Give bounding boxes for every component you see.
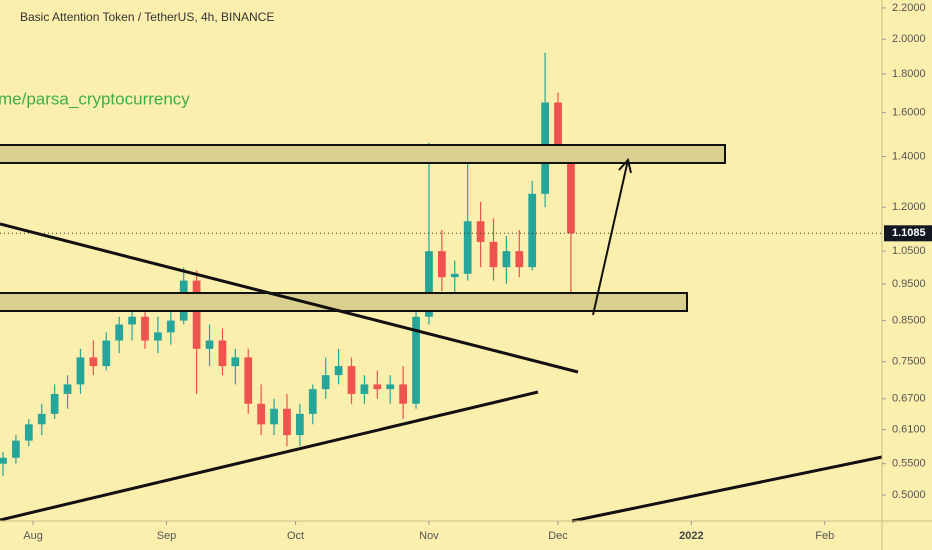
candle-body: [412, 316, 420, 404]
y-tick-label: 0.5000: [892, 489, 926, 501]
trend-line: [0, 390, 539, 522]
candle-body: [450, 273, 459, 278]
candle-body: [321, 375, 330, 390]
candle-body: [308, 389, 317, 414]
x-tick-label: Sep: [157, 530, 177, 542]
candle-body: [283, 408, 291, 436]
y-tick-label: 0.9500: [892, 278, 926, 290]
arrow-head: [618, 157, 632, 174]
x-tick-label: 2022: [679, 530, 703, 542]
chart-title: Basic Attention Token / TetherUS, 4h, BI…: [20, 10, 274, 24]
candle-body: [115, 324, 124, 341]
x-tick-label: Dec: [548, 530, 568, 542]
y-tick-label: 1.6000: [892, 107, 926, 119]
y-tick-label: 0.8500: [892, 314, 926, 326]
candle-body: [205, 340, 214, 349]
y-tick-label: 0.6100: [892, 424, 926, 436]
x-tick-label: Aug: [23, 530, 43, 542]
candle-body: [37, 413, 46, 425]
candle-body: [515, 251, 524, 268]
candle-body: [50, 393, 59, 414]
candle-body: [554, 102, 562, 152]
candle-body: [360, 384, 369, 394]
candle-body: [12, 440, 20, 458]
candle-body: [528, 193, 537, 268]
support-zone: [0, 292, 688, 312]
candle-body: [244, 357, 253, 404]
trend-line: [571, 455, 883, 523]
candle-body: [231, 357, 240, 367]
resistance-zone: [0, 144, 726, 164]
last-price-label: 1.1085: [892, 227, 926, 239]
x-tick-label: Nov: [419, 530, 439, 542]
x-tick-label: Oct: [287, 530, 304, 542]
candle-body: [437, 251, 446, 278]
candle-body: [141, 316, 149, 341]
candle-body: [218, 340, 227, 367]
y-tick-label: 2.0000: [892, 33, 926, 45]
y-tick-label: 0.5500: [892, 458, 926, 470]
candle-body: [296, 413, 304, 436]
y-tick-label: 0.7500: [892, 356, 926, 368]
trend-line: [0, 222, 579, 374]
candle-body: [489, 241, 498, 268]
candle-body: [476, 221, 485, 242]
last-price-box: [884, 225, 932, 242]
candle-body: [89, 357, 98, 367]
y-tick-label: 1.4000: [892, 150, 926, 162]
candle-body: [76, 357, 85, 385]
candle-body: [166, 320, 175, 333]
candle-body: [192, 280, 201, 349]
candle-body: [257, 403, 266, 425]
candle-body: [567, 151, 575, 234]
candle-body: [102, 340, 111, 367]
y-tick-label: 0.6700: [892, 393, 926, 405]
candle-body: [463, 221, 472, 274]
y-tick-label: 1.0500: [892, 245, 926, 257]
candle-body: [24, 424, 33, 441]
y-tick-label: 1.8000: [892, 68, 926, 80]
candle-body: [386, 384, 395, 390]
y-tick-label: 2.2000: [892, 2, 926, 14]
candle-body: [0, 457, 7, 464]
candle-body: [373, 384, 382, 390]
candle-body: [347, 366, 356, 394]
candle-body: [154, 332, 162, 341]
watermark: me/parsa_cryptocurrency: [0, 89, 190, 108]
candle-body: [270, 408, 278, 425]
candle-body: [334, 366, 343, 376]
arrow: [592, 159, 629, 316]
x-tick-label: Feb: [815, 530, 834, 542]
candle-body: [425, 251, 433, 317]
candle-body: [502, 251, 511, 268]
candle-body: [63, 384, 72, 394]
candle-body: [128, 316, 136, 325]
candle-body: [399, 384, 408, 404]
y-tick-label: 1.2000: [892, 201, 926, 213]
